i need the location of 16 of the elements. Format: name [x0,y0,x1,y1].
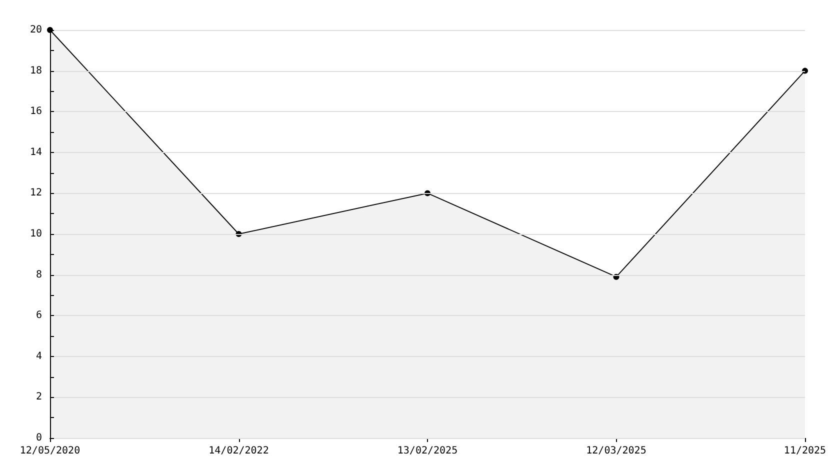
y-tick-label: 16 [30,106,42,118]
x-tick-label: 13/02/2025 [397,446,458,456]
x-tick-label: 14/02/2022 [208,446,269,456]
x-tick-label: 11/2025 [784,446,826,456]
y-tick-label: 20 [30,24,42,36]
x-tick-label: 12/03/2025 [586,446,646,456]
x-tick-label: 12/05/2020 [20,446,80,456]
y-tick-label: 10 [30,228,42,240]
y-tick-label: 8 [36,269,42,280]
y-tick-label: 4 [36,350,42,362]
y-tick-label: 12 [30,188,42,199]
y-tick-label: 2 [36,392,42,403]
y-tick-label: 0 [36,432,42,444]
y-tick-label: 18 [30,65,42,76]
y-tick-label: 6 [36,310,42,322]
y-tick-label: 14 [30,146,42,158]
